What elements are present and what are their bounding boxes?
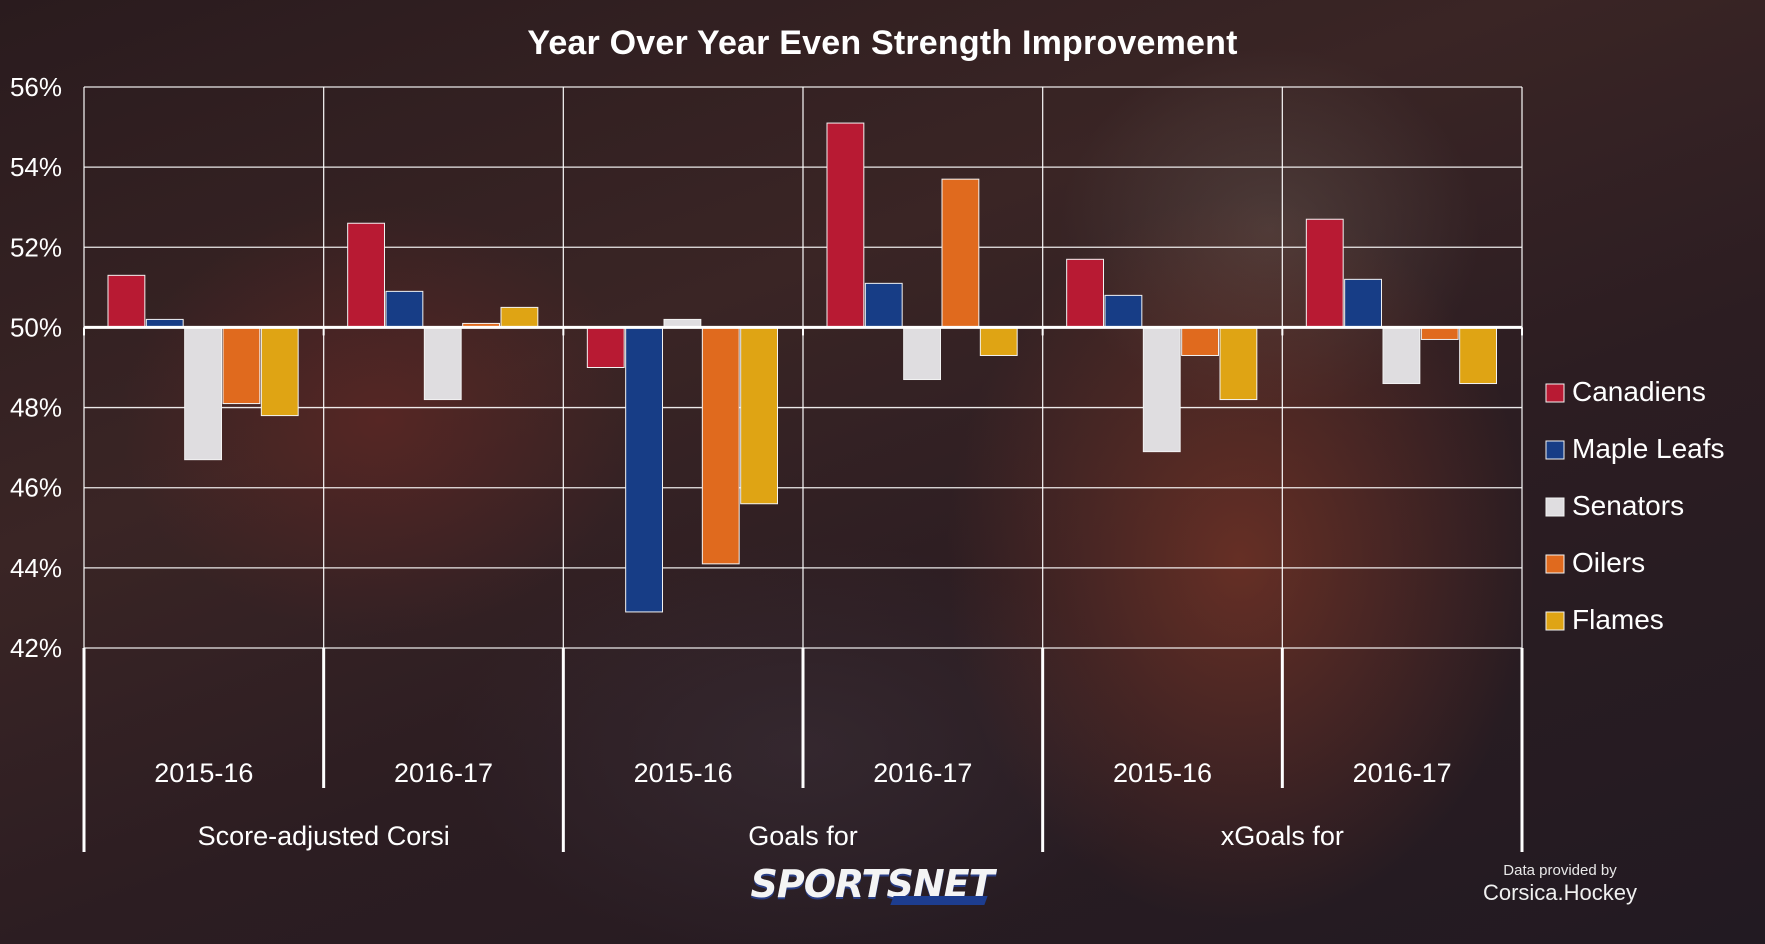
credit-line-2: Corsica.Hockey [1482,880,1638,905]
bar-senators [423,326,462,401]
legend-label: Maple Leafs [1572,433,1725,464]
legend-swatch [1545,611,1565,631]
bar-flames [500,306,539,328]
x-tick-label: 2015-16 [1113,758,1212,788]
bar-senators [1142,326,1181,453]
bar-maple-leafs [385,290,424,328]
bar-flames [979,326,1018,356]
bar-senators [1382,326,1421,385]
bar-maple-leafs [625,326,664,613]
bar-flames [1459,326,1497,385]
group-label: Score-adjusted Corsi [198,821,450,851]
bar-canadiens [826,122,865,328]
bar-canadiens [1305,218,1344,328]
y-tick-label: 44% [10,553,62,583]
y-tick-label: 46% [10,473,62,503]
bar-canadiens [586,326,625,368]
legend-label: Flames [1572,604,1664,635]
y-tick-label: 48% [10,393,62,423]
bar-senators [184,326,223,461]
x-tick-label: 2015-16 [154,758,253,788]
legend-swatch [1545,383,1565,403]
legend-swatch [1545,554,1565,574]
y-tick-label: 42% [10,633,62,663]
group-label: xGoals for [1221,821,1344,851]
bar-canadiens [347,222,385,328]
bar-maple-leafs [1104,294,1143,328]
y-tick-label: 56% [10,72,62,102]
legend-label: Senators [1572,490,1684,521]
bar-canadiens [107,274,146,328]
credit-line-1: Data provided by [1503,862,1617,879]
legend-swatch [1545,497,1565,517]
bar-oilers [1420,326,1459,340]
x-tick-label: 2016-17 [873,758,972,788]
bar-canadiens [1066,258,1104,328]
sportsnet-logo-stripe [890,896,988,905]
bar-maple-leafs [864,282,903,328]
bar-flames [740,326,779,505]
bar-flames [260,326,299,417]
bar-oilers [222,326,261,405]
group-label: Goals for [748,821,858,851]
bar-oilers [941,178,980,328]
legend-label: Canadiens [1572,376,1706,407]
bar-oilers [701,326,740,565]
legend-swatch [1545,440,1565,460]
x-tick-label: 2016-17 [394,758,493,788]
x-tick-label: 2015-16 [634,758,733,788]
bar-oilers [1181,326,1219,356]
x-tick-label: 2016-17 [1353,758,1452,788]
y-tick-label: 50% [10,312,62,342]
bar-flames [1219,326,1258,401]
chart-title: Year Over Year Even Strength Improvement [527,24,1238,62]
y-tick-label: 54% [10,152,62,182]
bar-maple-leafs [1344,278,1382,328]
bar-senators [903,326,942,381]
y-tick-label: 52% [10,232,62,262]
legend-label: Oilers [1572,547,1645,578]
